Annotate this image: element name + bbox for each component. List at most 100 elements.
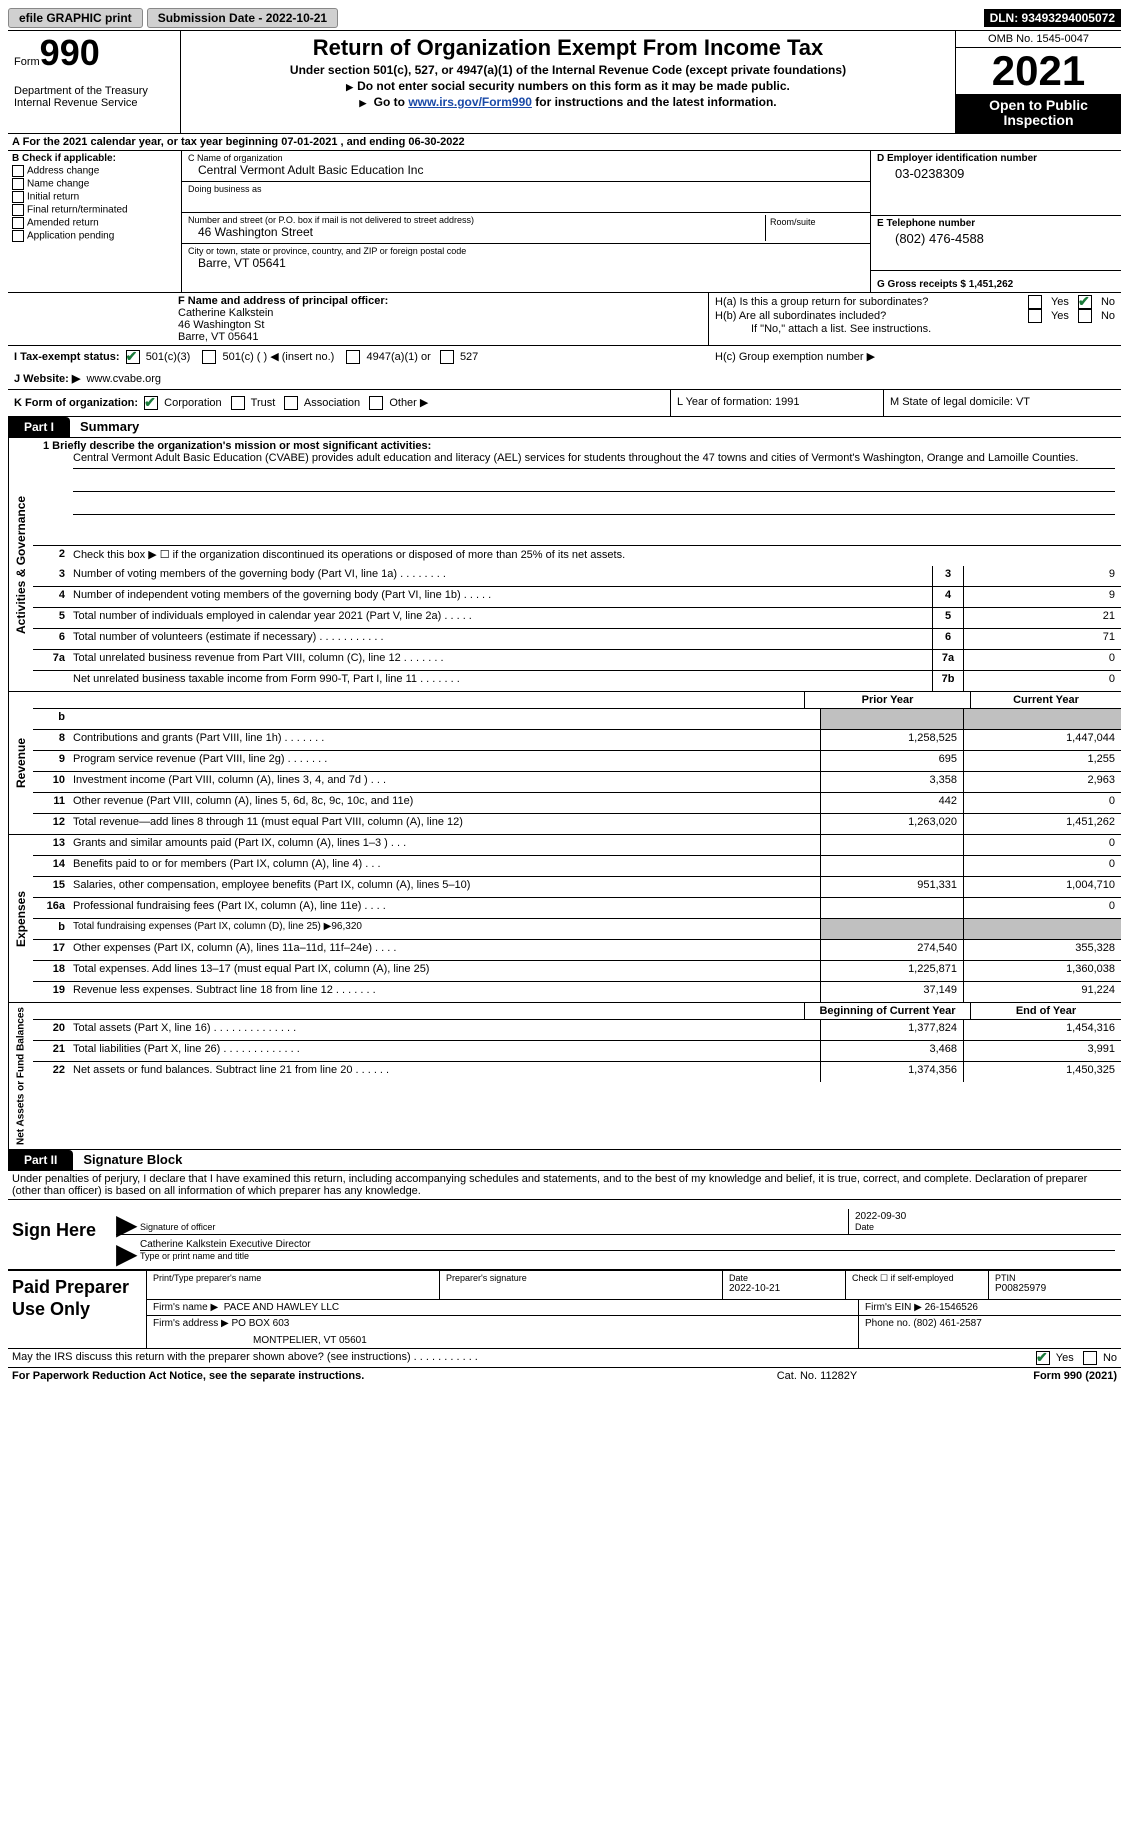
ha-yes[interactable]: [1028, 295, 1042, 309]
firm-addr1: PO BOX 603: [232, 1318, 290, 1329]
sidebar-activities-governance: Activities & Governance: [8, 438, 33, 691]
i-501c[interactable]: [202, 350, 216, 364]
prior-year-header: Prior Year: [804, 692, 970, 708]
hb-no[interactable]: [1078, 309, 1092, 323]
money-row: 12 Total revenue—add lines 8 through 11 …: [33, 814, 1121, 834]
chk-name-lbl: Name change: [27, 178, 89, 189]
officer-name: Catherine Kalkstein: [178, 307, 702, 319]
i-501c3-lbl: 501(c)(3): [146, 351, 191, 363]
l-year: L Year of formation: 1991: [670, 390, 883, 416]
sidebar-revenue: Revenue: [8, 692, 33, 834]
part2-header: Part II Signature Block: [8, 1150, 1121, 1171]
k-other[interactable]: [369, 396, 383, 410]
top-bar: efile GRAPHIC print Submission Date - 20…: [8, 8, 1121, 28]
officer-city: Barre, VT 05641: [178, 331, 702, 343]
firm-ein: 26-1546526: [925, 1302, 978, 1313]
chk-amended[interactable]: [12, 217, 24, 229]
officer-lbl: F Name and address of principal officer:: [178, 295, 702, 307]
i-501c3[interactable]: [126, 350, 140, 364]
ptin-val: P00825979: [995, 1283, 1115, 1294]
k-lbl: K Form of organization:: [14, 397, 138, 409]
city-val: Barre, VT 05641: [188, 256, 864, 270]
open-to-public: Open to Public Inspection: [956, 94, 1121, 133]
ptin-lbl: PTIN: [995, 1273, 1115, 1283]
firm-addr2: MONTPELIER, VT 05601: [153, 1329, 852, 1346]
money-row: b Total fundraising expenses (Part IX, c…: [33, 919, 1121, 940]
money-row: 18 Total expenses. Add lines 13–17 (must…: [33, 961, 1121, 982]
gross-receipts: G Gross receipts $ 1,451,262: [871, 271, 1121, 292]
money-row: 16a Professional fundraising fees (Part …: [33, 898, 1121, 919]
summary-row: 4 Number of independent voting members o…: [33, 587, 1121, 608]
discuss-yes[interactable]: [1036, 1351, 1050, 1365]
form-note-1: Do not enter social security numbers on …: [187, 79, 949, 93]
efile-button[interactable]: efile GRAPHIC print: [8, 8, 143, 28]
hb-yes[interactable]: [1028, 309, 1042, 323]
k-assoc[interactable]: [284, 396, 298, 410]
self-employed-check[interactable]: Check ☐ if self-employed: [845, 1271, 988, 1299]
firm-addr-lbl: Firm's address ▶: [153, 1318, 229, 1329]
section-d: D Employer identification number 03-0238…: [870, 151, 1121, 292]
k-other-lbl: Other ▶: [389, 397, 428, 409]
dba-lbl: Doing business as: [188, 184, 864, 194]
begin-year-header: Beginning of Current Year: [804, 1003, 970, 1019]
prep-date-val: 2022-10-21: [729, 1283, 839, 1294]
chk-pending[interactable]: [12, 230, 24, 242]
money-row: b: [33, 709, 1121, 730]
form-number: 990: [40, 32, 100, 73]
discuss-no[interactable]: [1083, 1351, 1097, 1365]
section-c: C Name of organization Central Vermont A…: [182, 151, 870, 292]
discuss-no-lbl: No: [1103, 1352, 1117, 1364]
part1-tab: Part I: [8, 417, 70, 437]
chk-initial-lbl: Initial return: [27, 191, 79, 202]
i-527[interactable]: [440, 350, 454, 364]
chk-name[interactable]: [12, 178, 24, 190]
chk-initial[interactable]: [12, 191, 24, 203]
q2-text: Check this box ▶ ☐ if the organization d…: [69, 546, 1121, 566]
i-501c-lbl: 501(c) ( ) ◀ (insert no.): [223, 351, 335, 363]
firm-name-lbl: Firm's name ▶: [153, 1302, 218, 1313]
dept-treasury: Department of the Treasury: [14, 85, 174, 97]
firm-phone: (802) 461-2587: [913, 1318, 981, 1329]
part2-tab: Part II: [8, 1150, 73, 1170]
section-b: B Check if applicable: Address change Na…: [8, 151, 182, 292]
tax-year: 2021: [956, 48, 1121, 94]
line-a: A For the 2021 calendar year, or tax yea…: [8, 134, 1121, 151]
hb-no-lbl: No: [1101, 310, 1115, 322]
j-lbl: J Website: ▶: [14, 373, 80, 385]
k-trust[interactable]: [231, 396, 245, 410]
org-name-lbl: C Name of organization: [188, 153, 864, 163]
type-print-lbl: Type or print name and title: [140, 1251, 1115, 1261]
ein-lbl: D Employer identification number: [877, 153, 1115, 164]
mission-text: Central Vermont Adult Basic Education (C…: [73, 452, 1115, 469]
money-row: 8 Contributions and grants (Part VIII, l…: [33, 730, 1121, 751]
i-527-lbl: 527: [460, 351, 478, 363]
money-row: 21 Total liabilities (Part X, line 26) .…: [33, 1041, 1121, 1062]
money-row: 19 Revenue less expenses. Subtract line …: [33, 982, 1121, 1002]
summary-row: 7a Total unrelated business revenue from…: [33, 650, 1121, 671]
goto-post: for instructions and the latest informat…: [532, 95, 777, 109]
street-lbl: Number and street (or P.O. box if mail i…: [188, 215, 765, 225]
m-state: M State of legal domicile: VT: [883, 390, 1121, 416]
submission-date: Submission Date - 2022-10-21: [147, 8, 338, 28]
chk-address[interactable]: [12, 165, 24, 177]
paid-preparer-lbl: Paid Preparer Use Only: [8, 1271, 146, 1348]
chk-address-lbl: Address change: [27, 165, 99, 176]
i-4947[interactable]: [346, 350, 360, 364]
irs-link[interactable]: www.irs.gov/Form990: [408, 95, 532, 109]
k-assoc-lbl: Association: [304, 397, 360, 409]
k-corp[interactable]: [144, 396, 158, 410]
chk-amended-lbl: Amended return: [27, 217, 99, 228]
hb-lbl: H(b) Are all subordinates included?: [715, 310, 1019, 322]
money-row: 15 Salaries, other compensation, employe…: [33, 877, 1121, 898]
ha-no[interactable]: [1078, 295, 1092, 309]
summary-row: Net unrelated business taxable income fr…: [33, 671, 1121, 691]
sign-here-lbl: Sign Here: [8, 1200, 106, 1269]
money-row: 11 Other revenue (Part VIII, column (A),…: [33, 793, 1121, 814]
ha-lbl: H(a) Is this a group return for subordin…: [715, 296, 1019, 308]
sign-date-lbl: Date: [855, 1222, 1115, 1232]
money-row: 9 Program service revenue (Part VIII, li…: [33, 751, 1121, 772]
org-name: Central Vermont Adult Basic Education In…: [188, 163, 864, 177]
chk-final[interactable]: [12, 204, 24, 216]
website-val: www.cvabe.org: [86, 373, 161, 385]
money-row: 10 Investment income (Part VIII, column …: [33, 772, 1121, 793]
